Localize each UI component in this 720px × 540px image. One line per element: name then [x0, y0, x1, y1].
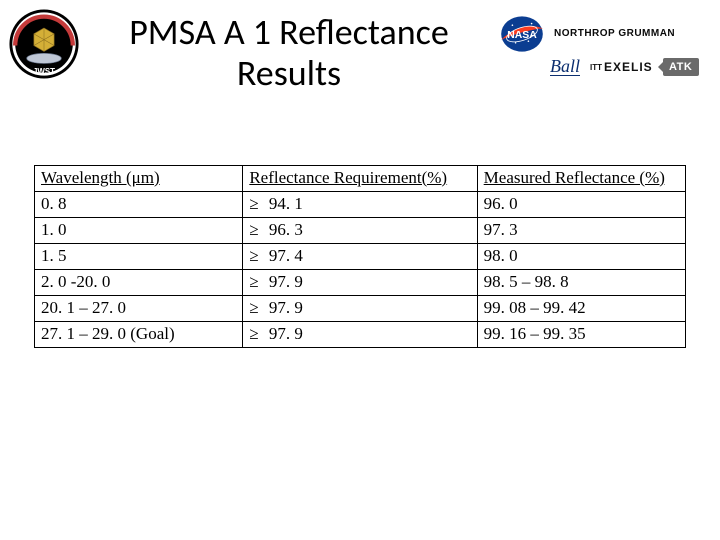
- table-row: 1. 5 ≥ 97. 4 98. 0: [35, 243, 686, 269]
- col-header-measured: Measured Reflectance (%): [477, 165, 685, 191]
- itt-exelis-logo: ITT EXELIS: [590, 60, 653, 74]
- cell-measured: 97. 3: [477, 217, 685, 243]
- page-title: PMSA A 1 Reflectance Results: [80, 8, 498, 95]
- atk-logo: ATK: [663, 58, 699, 76]
- cell-measured: 99. 16 – 99. 35: [477, 321, 685, 347]
- cell-wavelength: 0. 8: [35, 191, 243, 217]
- sponsor-row-2: Ball ITT EXELIS ATK: [498, 58, 708, 76]
- table-row: 0. 8 ≥ 94. 1 96. 0: [35, 191, 686, 217]
- cell-wavelength: 20. 1 – 27. 0: [35, 295, 243, 321]
- cell-requirement: ≥ 97. 9: [243, 269, 477, 295]
- table-row: 2. 0 -20. 0 ≥ 97. 9 98. 5 – 98. 8: [35, 269, 686, 295]
- atk-text: ATK: [669, 61, 692, 73]
- cell-measured: 98. 5 – 98. 8: [477, 269, 685, 295]
- table-row: 1. 0 ≥ 96. 3 97. 3: [35, 217, 686, 243]
- table-header-row: Wavelength (μm) Reflectance Requirement(…: [35, 165, 686, 191]
- cell-requirement: ≥ 97. 4: [243, 243, 477, 269]
- cell-wavelength: 27. 1 – 29. 0 (Goal): [35, 321, 243, 347]
- nasa-logo: NASA: [498, 14, 546, 54]
- svg-text:JWST: JWST: [33, 67, 55, 76]
- cell-requirement: ≥ 97. 9: [243, 321, 477, 347]
- exelis-text: EXELIS: [604, 60, 653, 74]
- table-row: 27. 1 – 29. 0 (Goal) ≥ 97. 9 99. 16 – 99…: [35, 321, 686, 347]
- cell-wavelength: 2. 0 -20. 0: [35, 269, 243, 295]
- col-header-wavelength: Wavelength (μm): [35, 165, 243, 191]
- cell-wavelength: 1. 0: [35, 217, 243, 243]
- northrop-grumman-logo: NORTHROP GRUMMAN: [554, 29, 675, 39]
- table-row: 20. 1 – 27. 0 ≥ 97. 9 99. 08 – 99. 42: [35, 295, 686, 321]
- header: JWST PMSA A 1 Reflectance Results NASA N…: [0, 0, 720, 95]
- ball-logo: Ball: [550, 58, 580, 76]
- cell-measured: 96. 0: [477, 191, 685, 217]
- nasa-text: NASA: [507, 30, 537, 41]
- cell-measured: 99. 08 – 99. 42: [477, 295, 685, 321]
- reflectance-table: Wavelength (μm) Reflectance Requirement(…: [34, 165, 686, 348]
- cell-requirement: ≥ 94. 1: [243, 191, 477, 217]
- cell-wavelength: 1. 5: [35, 243, 243, 269]
- cell-requirement: ≥ 97. 9: [243, 295, 477, 321]
- col-header-requirement: Reflectance Requirement(%): [243, 165, 477, 191]
- table-body: Wavelength (μm) Reflectance Requirement(…: [35, 165, 686, 347]
- itt-text: ITT: [590, 63, 602, 72]
- sponsor-logos: NASA NORTHROP GRUMMAN Ball ITT EXELIS AT…: [498, 8, 708, 76]
- jwst-logo: JWST: [8, 8, 80, 80]
- cell-requirement: ≥ 96. 3: [243, 217, 477, 243]
- cell-measured: 98. 0: [477, 243, 685, 269]
- reflectance-table-container: Wavelength (μm) Reflectance Requirement(…: [34, 165, 686, 348]
- jwst-logo-svg: JWST: [8, 8, 80, 80]
- sponsor-row-1: NASA NORTHROP GRUMMAN: [498, 14, 708, 54]
